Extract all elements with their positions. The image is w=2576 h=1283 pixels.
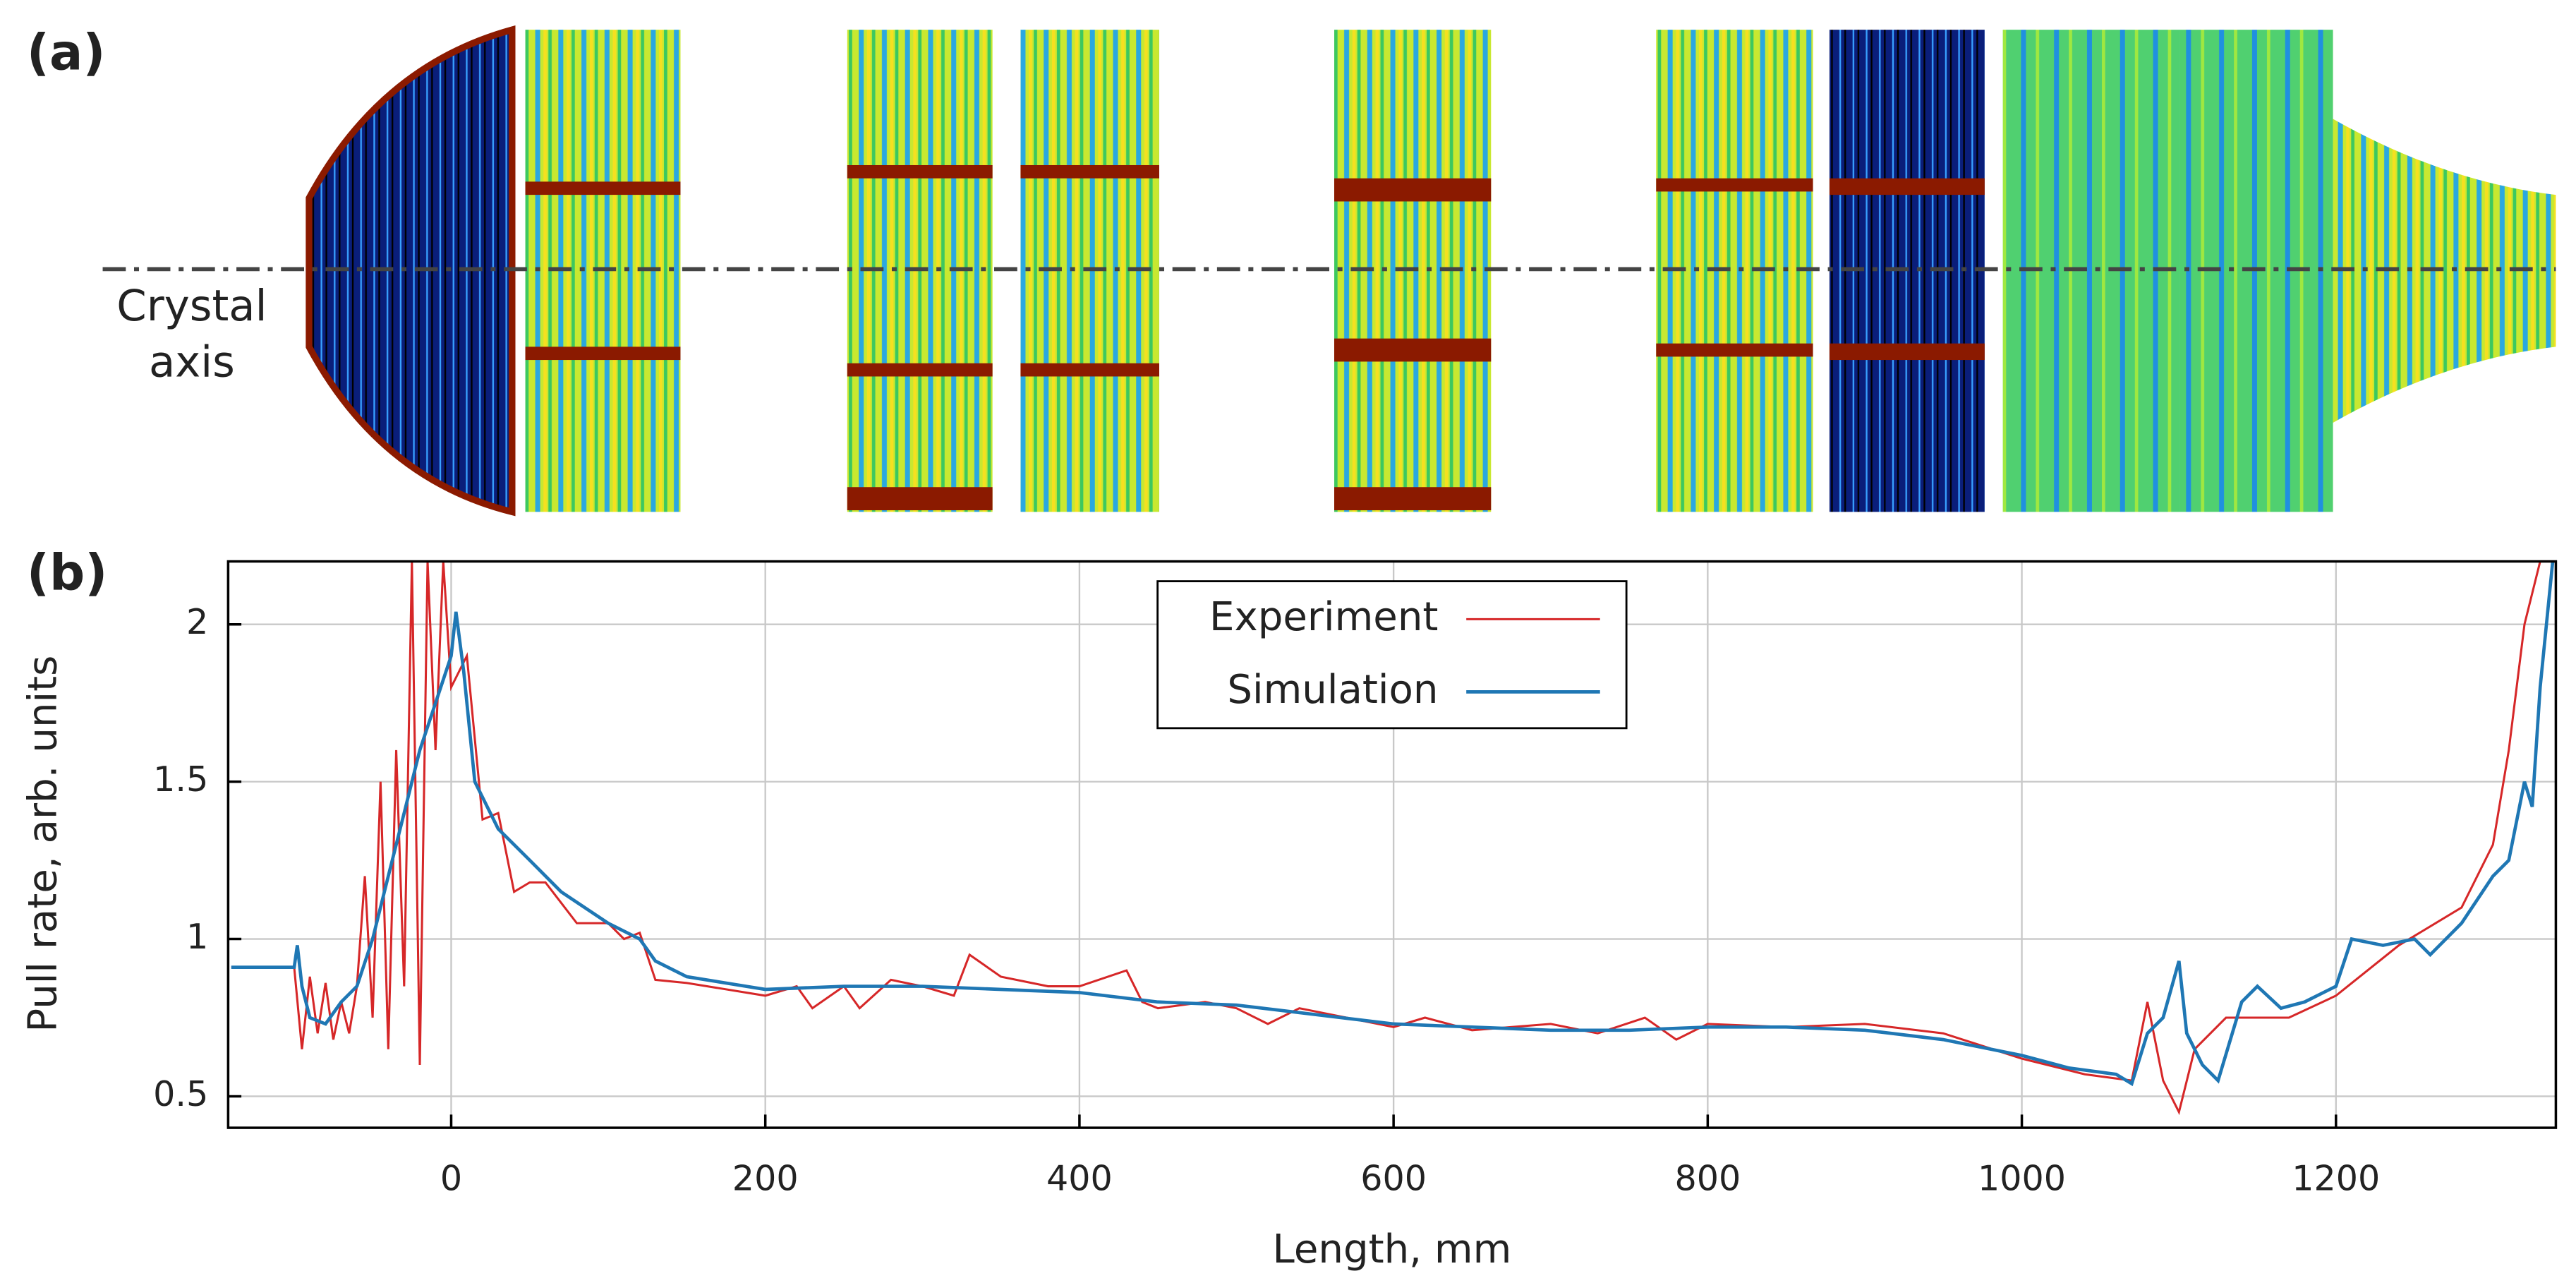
axis-annotation: Crystal xyxy=(116,282,267,331)
panel-label: (a) xyxy=(27,24,106,82)
data-line xyxy=(231,561,2555,1087)
x-tick-label: 400 xyxy=(1046,1157,1113,1198)
x-tick-label: 600 xyxy=(1360,1157,1427,1198)
x-tick-label: 800 xyxy=(1674,1157,1741,1198)
plot-frame xyxy=(226,560,2558,1129)
panel-label: (b) xyxy=(27,544,107,602)
legend-label: Simulation xyxy=(1227,667,1438,713)
y-tick-label: 2 xyxy=(186,601,208,642)
x-tick-label: 0 xyxy=(440,1157,462,1198)
legend-box xyxy=(1156,580,1628,730)
y-axis-label: Pull rate, arb. units xyxy=(20,656,66,1032)
y-tick-label: 1 xyxy=(186,916,208,957)
x-tick-label: 200 xyxy=(732,1157,799,1198)
y-tick-label: 1.5 xyxy=(153,759,208,800)
crystal-images xyxy=(102,25,2556,517)
x-tick-label: 1000 xyxy=(1978,1157,2066,1198)
x-axis-label: Length, mm xyxy=(1273,1227,1512,1272)
axis-annotation: axis xyxy=(149,338,235,387)
y-tick-label: 0.5 xyxy=(153,1073,208,1114)
x-tick-label: 1200 xyxy=(2292,1157,2380,1198)
legend-label: Experiment xyxy=(1209,594,1438,640)
